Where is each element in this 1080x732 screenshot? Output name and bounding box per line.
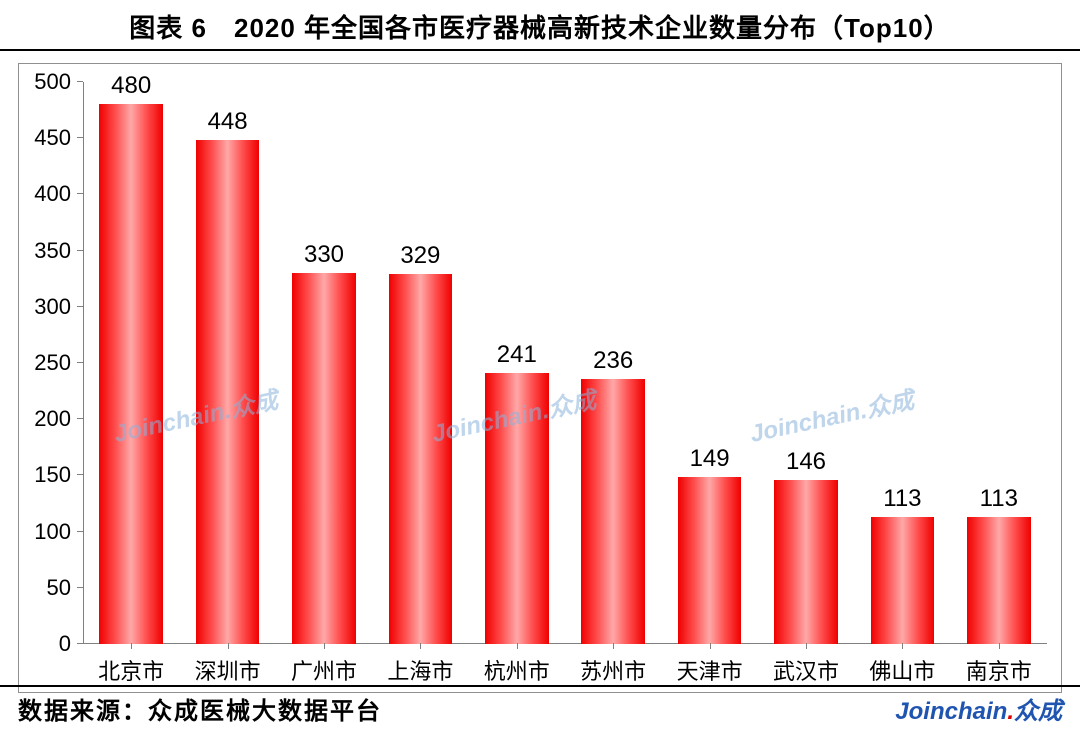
bar (581, 379, 645, 644)
y-tick-label: 150 (34, 462, 71, 488)
x-tick-mark (324, 643, 325, 649)
bar-value-label: 113 (939, 485, 1059, 513)
x-tick-mark (902, 643, 903, 649)
bar (871, 517, 935, 644)
x-tick-label: 北京市 (98, 654, 164, 686)
data-source: 数据来源：众成医械大数据平台 (18, 691, 382, 726)
y-tick-label: 50 (47, 575, 71, 601)
y-tick-label: 400 (34, 181, 71, 207)
x-tick-mark (228, 643, 229, 649)
bar-value-label: 146 (746, 448, 866, 476)
x-tick-label: 上海市 (387, 654, 453, 686)
bar (774, 480, 838, 644)
bar (389, 274, 453, 644)
bar (99, 104, 163, 644)
chart-container: 0 50 100 150 200 250 300 350 400 450 500 480448330… (18, 63, 1062, 693)
x-tick-mark (517, 643, 518, 649)
y-tick-label: 300 (34, 294, 71, 320)
x-tick-mark (613, 643, 614, 649)
x-tick-mark (806, 643, 807, 649)
brand-main: Joinchain (895, 698, 1007, 725)
bar (967, 517, 1031, 644)
y-tick-label: 350 (34, 238, 71, 264)
x-tick-label: 深圳市 (195, 654, 261, 686)
y-tick-label: 250 (34, 350, 71, 376)
chart-title-bar: 图表 6 2020 年全国各市医疗器械高新技术企业数量分布（Top10） (0, 0, 1080, 51)
bars-group: 480448330329241236149146113113 (83, 82, 1047, 644)
y-tick-label: 0 (59, 631, 71, 657)
brand-cn: 众成 (1014, 698, 1062, 725)
y-tick-label: 500 (34, 69, 71, 95)
x-tick-mark (131, 643, 132, 649)
bar-value-label: 480 (71, 72, 191, 100)
bar (292, 273, 356, 644)
bar-value-label: 448 (168, 108, 288, 136)
brand-logo: Joinchain.众成 (895, 691, 1062, 726)
bar-value-label: 236 (553, 347, 673, 375)
y-tick-label: 450 (34, 125, 71, 151)
x-tick-label: 广州市 (291, 654, 357, 686)
bar-value-label: 329 (360, 242, 480, 270)
y-tick-label: 100 (34, 519, 71, 545)
bar (196, 140, 260, 644)
x-tick-label: 杭州市 (484, 654, 550, 686)
x-tick-label: 佛山市 (869, 654, 935, 686)
x-tick-mark (710, 643, 711, 649)
x-tick-label: 武汉市 (773, 654, 839, 686)
footer: 数据来源：众成医械大数据平台 Joinchain.众成 (0, 685, 1080, 732)
y-tick-label: 200 (34, 406, 71, 432)
x-tick-label: 南京市 (966, 654, 1032, 686)
plot-area: 480448330329241236149146113113 Joinchain… (83, 82, 1047, 644)
y-axis: 050100150200250300350400450500 (19, 82, 83, 644)
chart-title: 图表 6 2020 年全国各市医疗器械高新技术企业数量分布（Top10） (129, 13, 950, 43)
x-tick-label: 苏州市 (580, 654, 646, 686)
x-tick-label: 天津市 (677, 654, 743, 686)
x-tick-mark (999, 643, 1000, 649)
x-tick-mark (420, 643, 421, 649)
bar (678, 477, 742, 644)
bar (485, 373, 549, 644)
